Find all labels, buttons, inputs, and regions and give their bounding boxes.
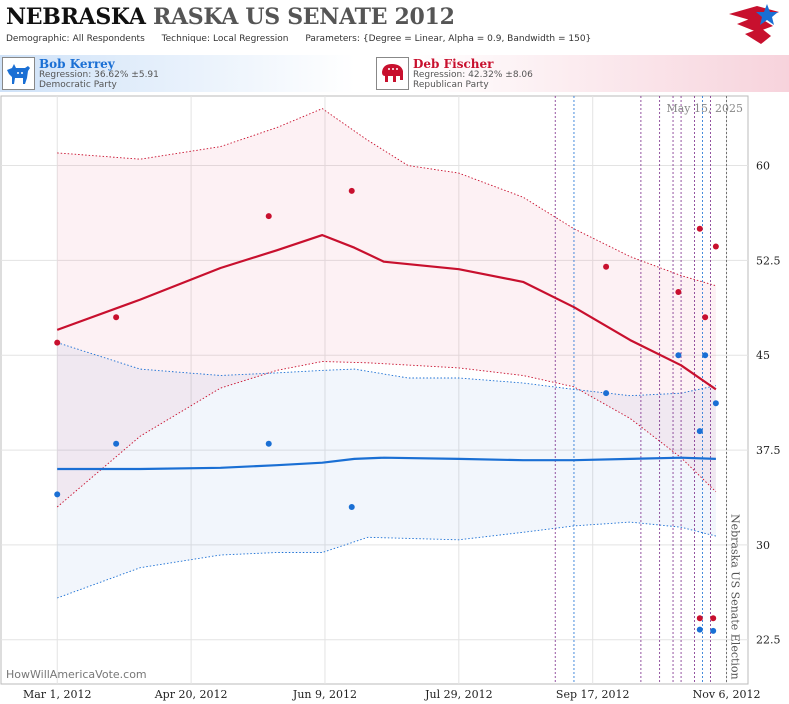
poll-point [712, 400, 719, 407]
dem-name: Bob Kerrey [39, 57, 115, 71]
upper-bound-line [57, 108, 717, 287]
chart-area: 22.5 30 37.5 45 52.5 60 Mar 1, 2012 Apr 20, 201… [0, 95, 781, 701]
poll-point [712, 243, 719, 250]
y-tick-label: 22.5 [756, 634, 781, 647]
poll-point [696, 626, 703, 633]
rep-regression: Regression: 42.32% ±8.06 [413, 70, 533, 80]
y-tick-label: 37.5 [756, 444, 781, 457]
poll-point [710, 627, 717, 634]
poll-point [603, 263, 610, 270]
elephant-icon [376, 57, 409, 90]
param-parameters-key: Parameters: [305, 34, 360, 44]
param-parameters-value: {Degree = Linear, Alpha = 0.9, Bandwidth… [362, 34, 592, 44]
election-label: Nebraska US Senate Election [729, 514, 742, 680]
poll-point [702, 352, 709, 359]
date-label: May 15, 2025 [666, 102, 743, 115]
poll-point [696, 615, 703, 622]
poll-point [54, 339, 61, 346]
y-tick-label: 30 [756, 539, 770, 552]
parameters-line: Demographic: All Respondents Technique: Lo… [6, 34, 605, 44]
poll-point [710, 615, 717, 622]
title-race: RASKA US SENATE 2012 [152, 4, 455, 30]
poll-point [696, 428, 703, 435]
x-tick-label: Jul 29, 2012 [424, 688, 493, 701]
poll-point [348, 503, 355, 510]
param-demographic-value: All Respondents [72, 34, 145, 44]
x-tick-label: Apr 20, 2012 [154, 688, 228, 701]
header: NEBRASKA RASKA US SENATE 2012 Demographi… [0, 0, 789, 56]
star-logo-icon [729, 4, 779, 44]
plot-frame [0, 95, 749, 685]
confidence-band [57, 108, 716, 507]
y-tick-label: 52.5 [756, 254, 781, 267]
y-tick-label: 60 [756, 160, 770, 173]
lower-bound-line [57, 521, 717, 599]
lower-bound-line [56, 361, 717, 508]
rep-party: Republican Party [413, 80, 489, 90]
x-tick-label: Sep 17, 2012 [556, 688, 630, 701]
param-demographic-key: Demographic: [6, 34, 70, 44]
poll-point [265, 213, 272, 220]
poll-point [675, 289, 682, 295]
candidate-bar: Bob Kerrey Regression: 36.62% ±5.91 Demo… [0, 55, 789, 92]
param-technique-key: Technique: [161, 34, 211, 44]
regression-line [57, 456, 716, 471]
x-tick-label: Jun 9, 2012 [292, 688, 357, 701]
param-technique-value: Local Regression [213, 34, 289, 44]
donkey-icon [2, 57, 35, 90]
watermark: HowWillAmericaVote.com [6, 668, 147, 681]
poll-point [54, 491, 61, 498]
y-tick-label: 45 [756, 349, 770, 362]
regression-line [56, 234, 717, 391]
poll-point [113, 314, 120, 321]
x-tick-label: Nov 6, 2012 [693, 688, 761, 701]
poll-point [348, 187, 355, 194]
dem-party: Democratic Party [39, 80, 117, 90]
x-tick-label: Mar 1, 2012 [23, 688, 92, 701]
poll-point [113, 440, 120, 447]
poll-point [696, 225, 703, 232]
confidence-band [57, 342, 716, 598]
dem-regression: Regression: 36.62% ±5.91 [39, 70, 159, 80]
title-state: NEBRASKA [6, 4, 146, 30]
rep-name: Deb Fischer [413, 57, 494, 71]
poll-point [603, 390, 610, 397]
page-title: NEBRASKA RASKA US SENATE 2012 [6, 4, 455, 30]
poll-point [702, 314, 709, 321]
poll-point [265, 440, 272, 447]
poll-point [675, 352, 682, 359]
